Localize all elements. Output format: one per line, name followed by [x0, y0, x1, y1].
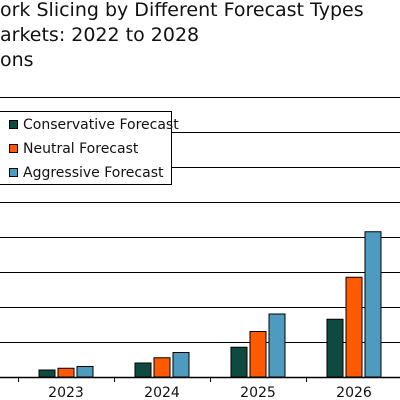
- legend-swatch-aggressive: [9, 168, 18, 177]
- x-axis: 20232024202520262027: [0, 376, 400, 400]
- bar: [326, 318, 344, 378]
- bar: [249, 331, 267, 378]
- chart-title-line-2: arkets: 2022 to 2028: [0, 24, 200, 46]
- bar: [38, 369, 56, 378]
- bar: [172, 352, 190, 378]
- bar: [153, 357, 171, 378]
- bar: [268, 313, 286, 378]
- bar: [134, 362, 152, 378]
- bar: [57, 367, 75, 378]
- bar: [76, 366, 94, 378]
- legend: Conservative Forecast Neutral Forecast A…: [0, 111, 179, 185]
- legend-label-conservative: Conservative Forecast: [23, 117, 179, 133]
- bar: [364, 231, 382, 378]
- chart-title-line-1: ork Slicing by Different Forecast Types: [0, 0, 364, 21]
- x-tick-label: 2023: [48, 385, 84, 400]
- legend-swatch-neutral: [9, 144, 18, 153]
- x-tick-label: 2025: [240, 385, 276, 400]
- x-tick-label: 2024: [144, 385, 180, 400]
- legend-label-aggressive: Aggressive Forecast: [23, 165, 164, 181]
- bar: [230, 346, 248, 378]
- bar: [345, 276, 363, 378]
- bars: [38, 231, 382, 378]
- legend-label-neutral: Neutral Forecast: [23, 141, 139, 157]
- legend-swatch-conservative: [9, 120, 18, 129]
- x-tick-label: 2026: [336, 385, 372, 400]
- chart-title-line-3: ons: [0, 49, 34, 71]
